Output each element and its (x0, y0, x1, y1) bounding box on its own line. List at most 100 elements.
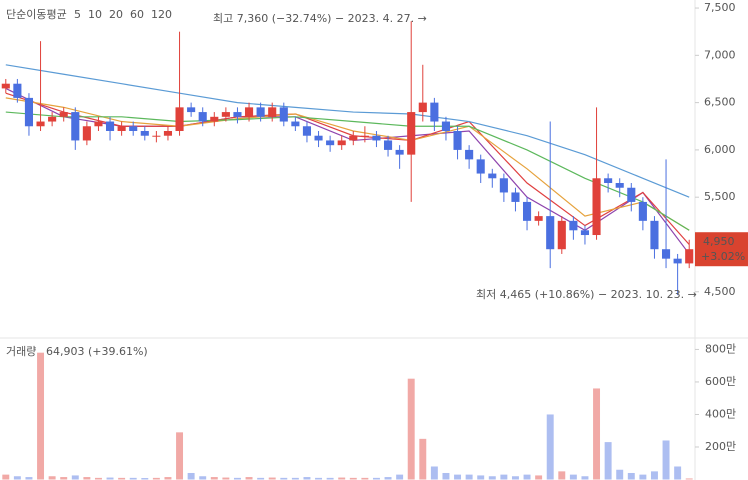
volume-bar (546, 414, 554, 480)
candle-body (638, 201, 647, 221)
volume-bar (604, 442, 612, 480)
candle-body (430, 102, 439, 122)
candle-body (175, 107, 184, 131)
volume-bar (581, 476, 589, 480)
candle-body (129, 126, 138, 131)
candle-body (36, 121, 45, 127)
candle-body (592, 178, 601, 236)
volume-bar (187, 472, 195, 480)
volume-bar (94, 477, 102, 480)
volume-bar (454, 474, 462, 480)
candle-body (488, 173, 497, 179)
candle-body (604, 178, 613, 184)
y-tick-label: 7,000 (704, 48, 736, 61)
moving-average-line (5, 111, 690, 231)
candle-body (24, 97, 34, 127)
y-tick-label: 800만 (705, 342, 736, 355)
candle-body (615, 183, 624, 188)
volume-bar (662, 440, 670, 480)
candle-body (198, 112, 207, 122)
moving-average-line (5, 97, 690, 231)
volume-bar (71, 475, 79, 480)
volume-bar (593, 388, 601, 480)
volume-bar (303, 477, 311, 480)
y-tick-label: 400만 (705, 407, 736, 420)
volume-bar (523, 474, 531, 480)
volume-value: 64,903 (+39.61%) (46, 345, 148, 358)
candle-body (627, 187, 636, 202)
candle-body (13, 83, 22, 98)
volume-bar (152, 477, 160, 480)
volume-bar (257, 477, 265, 480)
volume-bar (222, 477, 230, 480)
candle-body (580, 230, 590, 236)
low-annotation: 최저 4,465 (+10.86%) − 2023. 10. 23. → (476, 288, 697, 301)
candle-body (372, 135, 381, 141)
volume-bar (118, 477, 126, 480)
volume-bar (60, 477, 68, 480)
y-tick-label: 4,500 (704, 285, 736, 298)
candle-body (48, 116, 57, 122)
candle-body (82, 126, 91, 141)
candle-body (233, 112, 242, 117)
volume-bar (291, 477, 299, 480)
last-price-box (695, 232, 748, 267)
volume-bar (326, 477, 334, 480)
volume-bar (569, 474, 577, 480)
volume-bar (361, 477, 369, 480)
volume-bar (315, 477, 323, 480)
volume-bar (372, 477, 380, 480)
volume-bar (176, 432, 184, 480)
volume-bar (674, 466, 682, 480)
volume-bar (558, 471, 566, 480)
volume-bar (233, 477, 241, 480)
volume-bar (627, 472, 635, 480)
candle-body (187, 107, 196, 113)
volume-bar (500, 474, 508, 480)
volume-label: 거래량 (6, 345, 36, 358)
candle-body (59, 112, 68, 117)
candle-body (314, 135, 323, 141)
volume-bar (384, 477, 392, 480)
y-tick-label: 6,000 (704, 143, 736, 156)
volume-bar (2, 474, 10, 480)
volume-bar (338, 477, 346, 480)
candle-body (453, 130, 462, 150)
candle-body (105, 121, 115, 131)
candle-body (685, 249, 694, 264)
volume-bar (13, 476, 21, 480)
candle-body (441, 121, 451, 131)
candle-body (661, 249, 671, 259)
last-price-label: 4,950 (703, 235, 735, 248)
volume-bar (616, 469, 624, 480)
candle-body (256, 107, 265, 117)
candle-body (673, 258, 682, 264)
candle-body (511, 192, 520, 202)
volume-bar (280, 477, 288, 480)
candle-body (221, 112, 230, 117)
volume-bar (37, 352, 45, 480)
candle-body (244, 107, 254, 117)
legend-entry: 120 (151, 8, 172, 21)
candle-body (291, 121, 300, 127)
candle-body (326, 140, 335, 146)
volume-bar (48, 476, 56, 480)
high-annotation: 최고 7,360 (−32.74%) − 2023. 4. 27. → (213, 12, 427, 25)
candle-body (349, 135, 358, 141)
candle-body (418, 102, 427, 113)
candle-body (546, 216, 555, 250)
moving-average-line (5, 64, 690, 198)
candle-body (117, 126, 126, 131)
y-tick-label: 7,500 (704, 1, 736, 14)
volume-bar (268, 477, 276, 480)
candle-body (279, 107, 288, 122)
candle-body (152, 135, 161, 137)
volume-bar (488, 476, 496, 480)
volume-bar (396, 474, 404, 480)
legend-entry: 60 (130, 8, 144, 21)
last-change-label: +3.02% (701, 250, 745, 263)
volume-bar (106, 477, 114, 480)
volume-bar (511, 476, 519, 480)
